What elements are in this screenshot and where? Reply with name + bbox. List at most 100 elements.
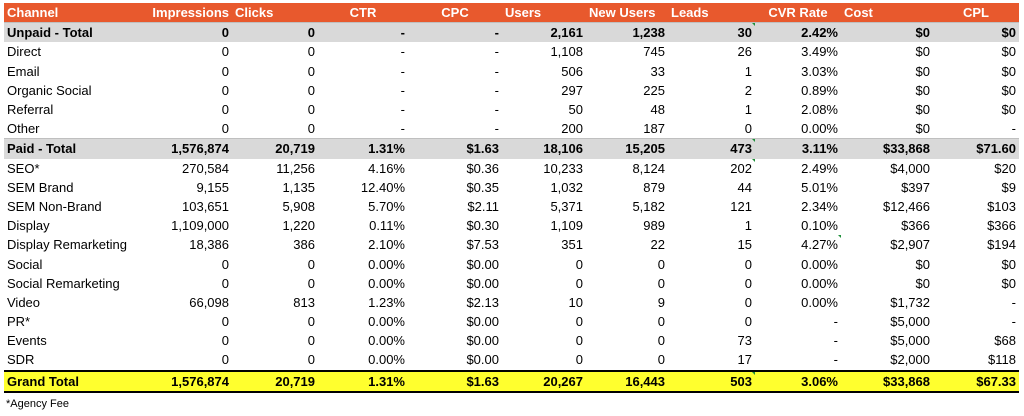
cell-new-users: 745 (643, 44, 665, 60)
cell-users: 1,109 (550, 218, 583, 234)
cell-channel: Direct (7, 44, 41, 60)
cell-impressions: 0 (221, 102, 229, 118)
cell-clicks: 0 (307, 102, 315, 118)
cell-leads: 202 (668, 158, 755, 178)
cell-ctr: 0.00% (368, 256, 405, 272)
cell-impressions: 1,576,874 (137, 138, 232, 159)
cell-channel: SEM Brand (7, 179, 74, 195)
cell-channel: Display Remarketing (7, 237, 127, 253)
channel-performance-table: Channel Impressions Clicks CTR CPC Users New U… (4, 3, 1019, 393)
cell-cpl: $0 (1001, 82, 1016, 98)
header-row: Channel Impressions Clicks CTR CPC Users New U… (4, 3, 1019, 23)
table-row: Display Remarketing 18,386 386 2.10% $7.53 35… (4, 235, 1019, 254)
cell-cvr-rate: 0.00% (801, 294, 838, 310)
cell-clicks: 5,908 (282, 198, 315, 214)
cell-new-users: 9 (657, 294, 665, 310)
cell-impressions: 0 (221, 256, 229, 272)
cell-clicks: 386 (293, 237, 315, 253)
cell-clicks: 0 (307, 275, 315, 291)
cell-cost: $33,868 (841, 138, 933, 159)
cell-cpc: $1.63 (408, 369, 502, 393)
column-header-clicks: Clicks (232, 3, 318, 23)
cell-channel: Social Remarketing (7, 275, 120, 291)
column-header-users: Users (502, 3, 586, 23)
cell-new-users: 0 (657, 352, 665, 368)
table-row: Other 0 0 - - 200 187 0 0.00% $0 - (4, 119, 1019, 139)
cell-new-users: 33 (650, 63, 665, 79)
cell-users: 0 (575, 256, 583, 272)
cell-new-users: 0 (657, 275, 665, 291)
cell-new-users: 225 (643, 82, 665, 98)
cell-impressions: 0 (137, 22, 232, 43)
cell-cpl: $0 (1001, 275, 1016, 291)
cell-impressions: 0 (221, 121, 229, 137)
cell-ctr: - (400, 44, 405, 60)
cell-ctr: 1.31% (318, 138, 408, 159)
table-row: Events 0 0 0.00% $0.00 0 0 73 - $5,000 $68 (4, 331, 1019, 350)
cell-cpl: $20 (994, 160, 1016, 176)
cell-cvr-rate: - (833, 333, 838, 349)
cell-cpl: $68 (994, 333, 1016, 349)
cell-cpl: - (1011, 314, 1016, 330)
cell-cost: $0 (915, 44, 930, 60)
cell-leads: 121 (730, 198, 752, 214)
cell-cpl: $67.33 (933, 369, 1019, 393)
grand-total-row: Grand Total 1,576,874 20,719 1.31% $1.63 20,2… (4, 369, 1019, 393)
cell-cpc: - (494, 63, 499, 79)
table-row: PR* 0 0 0.00% $0.00 0 0 0 - $5,000 - (4, 312, 1019, 331)
cell-cvr-rate: 2.08% (801, 102, 838, 118)
subtotal-row: Unpaid - Total 0 0- -2,161 1,238 30 2.42% $0 $0 (4, 22, 1019, 43)
cell-cpl: $0 (1001, 102, 1016, 118)
cell-channel: Unpaid - Total (4, 22, 137, 43)
cell-cvr-rate: 3.11% (755, 138, 841, 159)
cell-cpl: $0 (1001, 63, 1016, 79)
cell-cvr-rate: 0.00% (801, 256, 838, 272)
cell-impressions: 9,155 (196, 179, 229, 195)
cell-users: 20,267 (502, 369, 586, 393)
cell-channel: Organic Social (7, 82, 92, 98)
cell-channel: Events (7, 333, 47, 349)
cell-cost: $5,000 (890, 314, 930, 330)
cell-cost: $5,000 (890, 333, 930, 349)
cell-impressions: 103,651 (182, 198, 229, 214)
cell-clicks: 0 (307, 63, 315, 79)
cell-cvr-rate: 3.03% (801, 63, 838, 79)
cell-leads: 1 (744, 63, 752, 79)
cell-cpl: $0 (1001, 44, 1016, 60)
cell-ctr: 5.70% (368, 198, 405, 214)
cell-impressions: 0 (221, 44, 229, 60)
cell-cvr-rate: - (833, 314, 838, 330)
cell-cost: $0 (915, 121, 930, 137)
cell-users: 351 (561, 237, 583, 253)
cell-channel: Referral (7, 102, 54, 118)
cell-leads: 0 (744, 256, 752, 272)
cell-cpc: $0.00 (466, 256, 499, 272)
cell-leads: 1 (744, 102, 752, 118)
cell-ctr: 12.40% (360, 179, 405, 195)
cell-cvr-rate: 2.34% (801, 198, 838, 214)
cell-users: 200 (561, 121, 583, 137)
cell-cpc: - (494, 82, 499, 98)
cell-users: 50 (568, 102, 583, 118)
cell-new-users: 0 (657, 314, 665, 330)
cell-users: 10,233 (543, 160, 583, 176)
cell-cvr-rate: 0.10% (801, 218, 838, 234)
cell-new-users: 5,182 (632, 198, 665, 214)
cell-cpc: $2.11 (467, 198, 499, 214)
cell-ctr: 1.23% (368, 294, 405, 310)
table-row: Organic Social 0 0 - - 297 225 2 0.89% $0 $0 (4, 81, 1019, 100)
cell-clicks: 0 (307, 352, 315, 368)
cell-ctr: 0.00% (368, 275, 405, 291)
cell-impressions: 0 (221, 275, 229, 291)
cell-cpc: - (408, 22, 502, 43)
cell-users: 0 (575, 333, 583, 349)
cell-users: 297 (561, 82, 583, 98)
footnote: *Agency Fee (6, 398, 69, 410)
cell-cvr-rate: 3.06% (755, 369, 841, 393)
cell-clicks: 0 (307, 44, 315, 60)
cell-cost: $366 (901, 218, 930, 234)
cell-cost: $33,868 (841, 369, 933, 393)
cell-cost: $0 (841, 22, 933, 43)
cell-ctr: 2.10% (368, 237, 405, 253)
cell-cvr-rate: 2.49% (801, 160, 838, 176)
